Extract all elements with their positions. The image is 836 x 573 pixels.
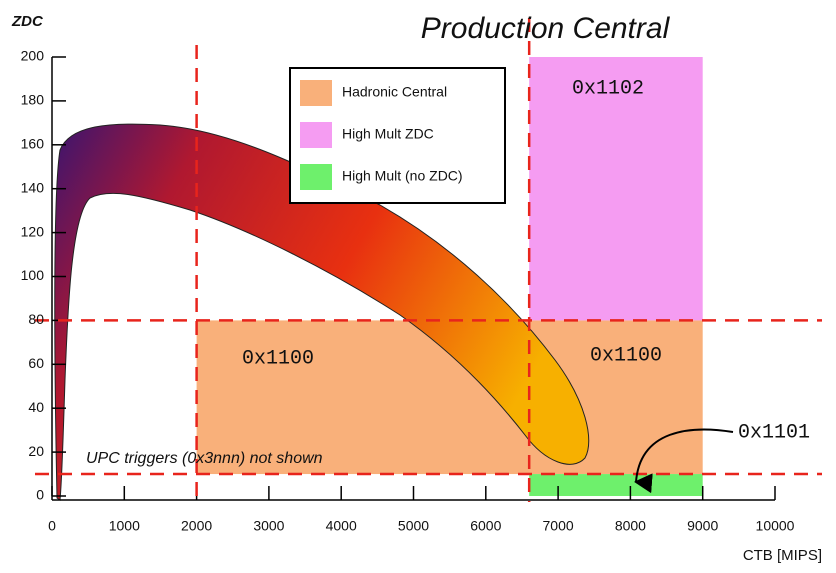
y-axis-label: ZDC	[11, 13, 44, 30]
legend-swatch	[300, 164, 332, 190]
region	[529, 57, 703, 321]
axes	[35, 18, 822, 502]
y-tick-label: 200	[21, 48, 45, 64]
region-label: 0x1101	[738, 421, 810, 444]
y-tick-label: 140	[21, 179, 45, 195]
arrow	[634, 428, 734, 494]
y-tick-label: 60	[28, 355, 44, 371]
x-tick-label: 7000	[543, 518, 574, 534]
legend-swatch	[300, 122, 332, 148]
chart-title: Production Central	[421, 12, 671, 45]
y-tick-label: 20	[28, 443, 44, 459]
region	[529, 474, 703, 496]
y-tick-label: 180	[21, 92, 45, 108]
x-tick-label: 4000	[326, 518, 357, 534]
legend-label: Hadronic Central	[342, 84, 447, 100]
x-tick-label: 6000	[470, 518, 501, 534]
legend-swatch	[300, 80, 332, 106]
y-tick-label: 0	[36, 487, 44, 503]
x-tick-label: 5000	[398, 518, 429, 534]
region-label: 0x1100	[242, 347, 314, 370]
x-axis-label: CTB [MIPS]	[743, 547, 822, 564]
y-tick-label: 160	[21, 136, 45, 152]
legend-label: High Mult (no ZDC)	[342, 168, 463, 184]
x-tick-label: 8000	[615, 518, 646, 534]
y-tick-label: 80	[28, 311, 44, 327]
legend-label: High Mult ZDC	[342, 126, 434, 142]
x-tick-label: 2000	[181, 518, 212, 534]
region-label: 0x1102	[572, 77, 644, 100]
x-tick-label: 9000	[687, 518, 718, 534]
region-label: 0x1100	[590, 344, 662, 367]
x-tick-label: 3000	[253, 518, 284, 534]
y-tick-label: 120	[21, 223, 45, 239]
y-tick-label: 40	[28, 399, 44, 415]
annotation: UPC triggers (0x3nnn) not shown	[86, 450, 323, 467]
x-tick-label: 10000	[756, 518, 795, 534]
x-tick-label: 1000	[109, 518, 140, 534]
y-tick-label: 100	[21, 267, 45, 283]
x-tick-label: 0	[48, 518, 56, 534]
